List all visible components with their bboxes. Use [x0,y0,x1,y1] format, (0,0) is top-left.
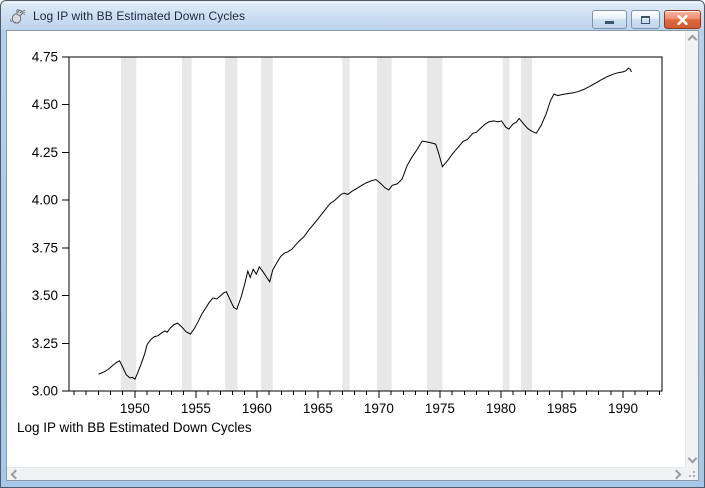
maximize-button[interactable] [631,10,660,29]
x-tick-label: 1960 [242,401,272,416]
x-tick-label: 1980 [486,401,516,416]
vertical-scrollbar[interactable] [685,31,698,467]
x-tick-label: 1990 [608,401,638,416]
data-line [98,67,632,380]
y-tick-label: 4.50 [32,97,58,112]
titlebar[interactable]: Log IP with BB Estimated Down Cycles [1,1,704,30]
down-cycle-band [120,57,137,391]
down-cycle-band [502,57,510,391]
chart-caption: Log IP with BB Estimated Down Cycles [17,420,252,435]
down-cycle-band [427,57,443,391]
restore-icon [641,15,650,24]
x-tick-label: 1970 [364,401,394,416]
down-cycle-band [261,57,273,391]
down-cycle-band [181,57,192,391]
rat-icon [10,8,26,24]
y-tick-label: 4.00 [32,193,58,208]
close-button[interactable] [664,10,701,29]
x-tick-label: 1950 [120,401,150,416]
x-tick-label: 1985 [547,401,577,416]
horizontal-scrollbar[interactable] [7,467,685,480]
minimize-icon [605,21,614,24]
titlebar-highlight [2,2,703,3]
down-cycle-band [377,57,392,391]
down-cycle-band [342,57,350,391]
window-title: Log IP with BB Estimated Down Cycles [33,8,246,23]
y-tick-label: 4.75 [32,50,58,65]
down-cycle-band [521,57,533,391]
y-tick-label: 3.75 [32,240,58,255]
scroll-right-icon[interactable] [671,469,682,480]
scroll-left-icon[interactable] [10,469,21,480]
chart-svg: 1950 1955 1960 1965 1970 1975 1980 1985 1990 3.00… [17,50,663,435]
x-tick-label: 1975 [425,401,455,416]
scrollbar-corner [685,467,698,480]
x-tick-label: 1965 [303,401,333,416]
y-tick-label: 3.00 [32,384,58,399]
x-tick-label: 1955 [181,401,211,416]
y-tick-label: 4.25 [32,145,58,160]
plot-border [68,56,663,392]
scroll-up-icon[interactable] [687,34,698,45]
y-tick-label: 3.25 [32,336,58,351]
client-area: 1950 1955 1960 1965 1970 1975 1980 1985 1990 3.00… [6,30,699,481]
close-icon [677,14,688,25]
resize-grip[interactable] [685,467,698,480]
y-tick-label: 3.50 [32,288,58,303]
window-controls [592,10,701,29]
scroll-down-icon[interactable] [687,453,698,464]
minimize-button[interactable] [592,10,627,29]
down-cycle-band [225,57,238,391]
